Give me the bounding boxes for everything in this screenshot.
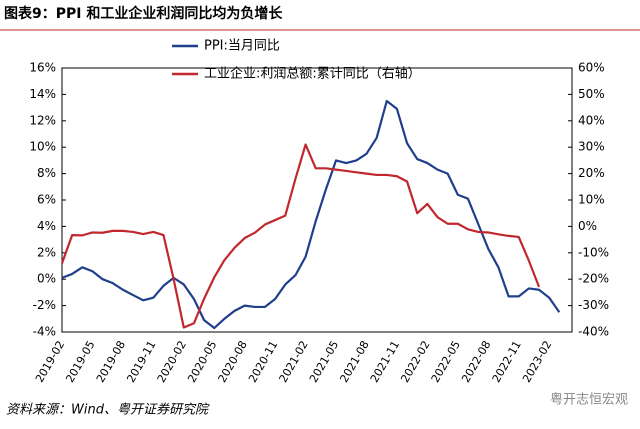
y2-tick-label: 40%	[578, 113, 605, 127]
y-tick-label: 8%	[37, 166, 56, 180]
y-tick-label: 10%	[29, 140, 56, 154]
y-tick-label: 4%	[37, 219, 56, 233]
y2-tick-label: -40%	[578, 325, 609, 339]
series-line	[60, 143, 541, 329]
y-tick-label: 0%	[37, 272, 56, 286]
y2-tick-label: 0%	[578, 219, 597, 233]
legend-label: 工业企业:利润总额:累计同比（右轴）	[204, 66, 421, 82]
chart-title: 图表9：PPI 和工业企业利润同比均为负增长	[4, 5, 283, 22]
y2-tick-label: 30%	[578, 140, 605, 154]
y2-tick-label: 50%	[578, 87, 605, 101]
source-note: 资料来源：Wind、粤开证券研究院	[6, 402, 210, 418]
y-tick-label: 14%	[29, 87, 56, 101]
y2-tick-label: -20%	[578, 272, 609, 286]
watermark: 粤开志恒宏观	[550, 392, 628, 408]
legend-label: PPI:当月同比	[204, 39, 280, 54]
y2-tick-label: 20%	[578, 166, 605, 180]
y2-tick-label: 60%	[578, 61, 605, 75]
y-tick-label: -4%	[33, 325, 56, 339]
y-tick-label: 2%	[37, 245, 56, 259]
series-line	[61, 99, 561, 330]
y-tick-label: 16%	[29, 61, 56, 75]
y2-tick-label: 10%	[578, 193, 605, 207]
y2-tick-label: -10%	[578, 245, 609, 259]
y2-tick-label: -30%	[578, 298, 609, 312]
y-tick-label: -2%	[33, 298, 56, 312]
y-tick-label: 12%	[29, 113, 56, 127]
y-tick-label: 6%	[37, 193, 56, 207]
